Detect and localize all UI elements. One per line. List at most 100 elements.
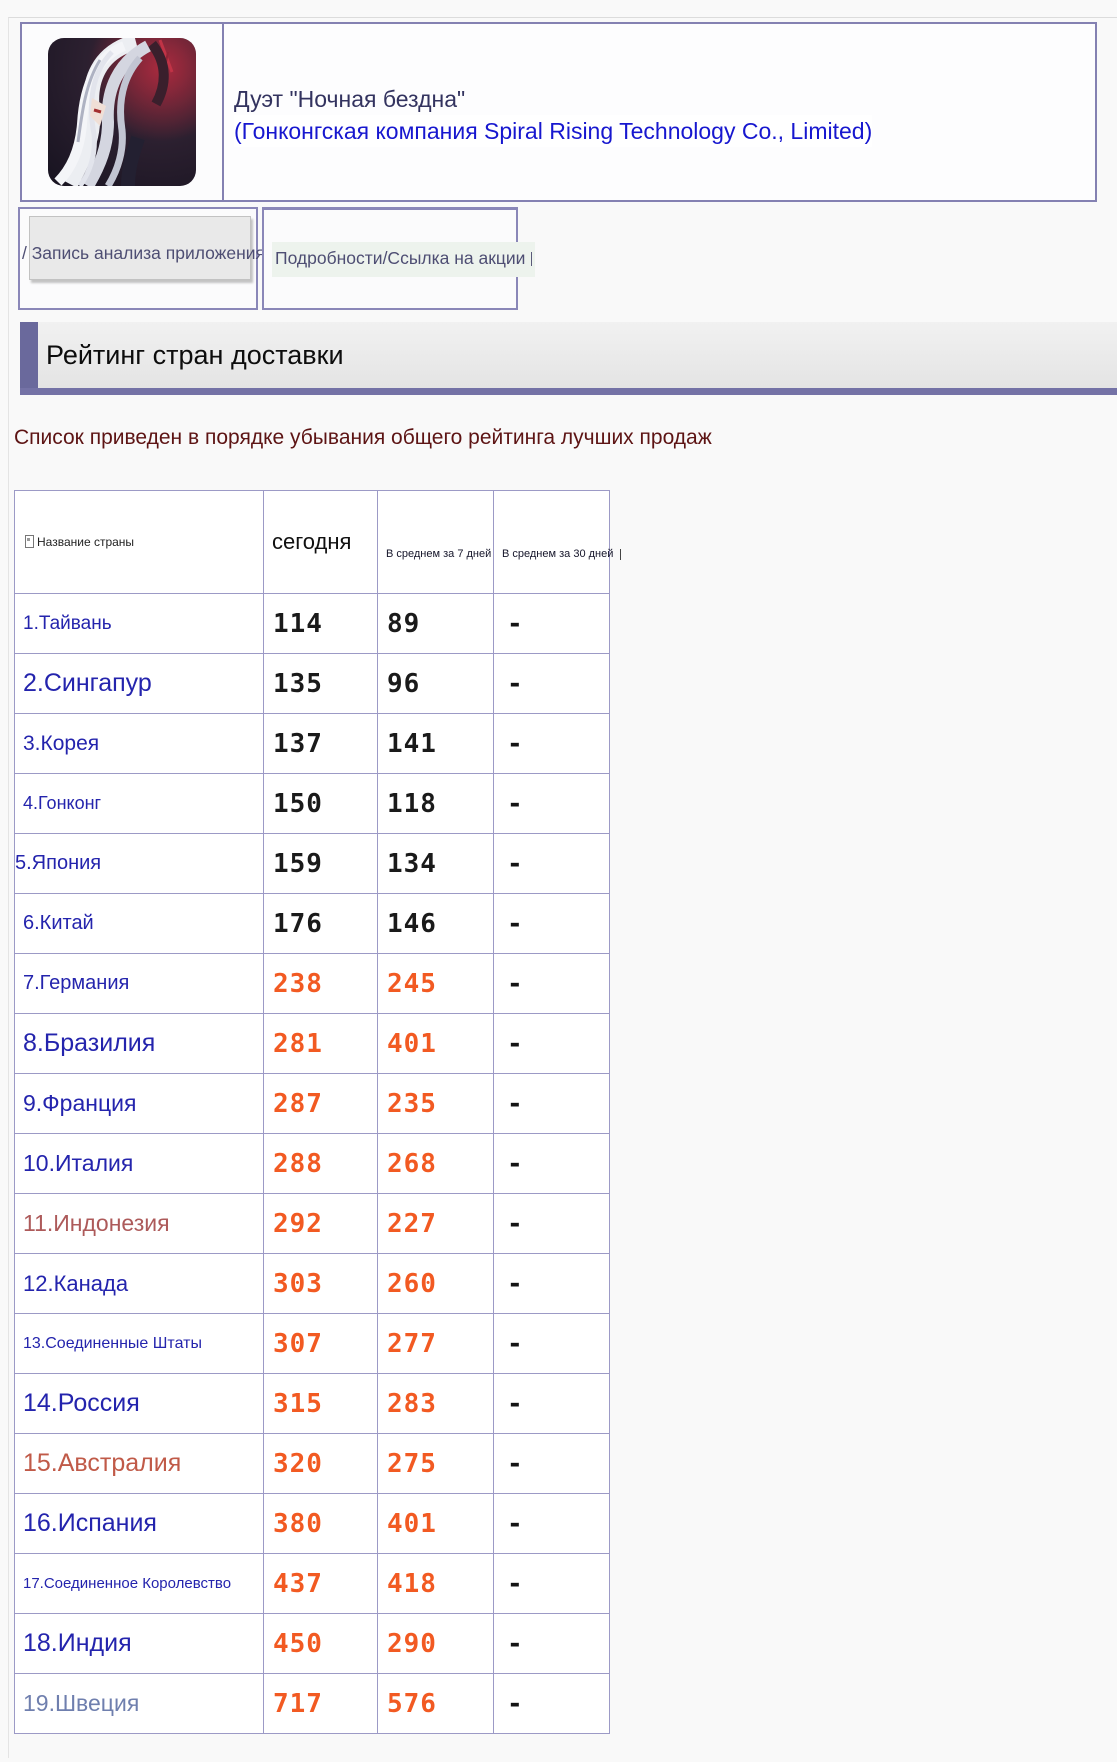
- country-cell: 6.Китай: [14, 893, 264, 954]
- country-cell: 17.Соединенное Королевство: [14, 1553, 264, 1614]
- table-row: 7.Германия 238 245-: [14, 953, 610, 1014]
- app-header: Дуэт "Ночная бездна" (Гонконгская компан…: [20, 22, 1097, 202]
- country-link[interactable]: 14.Россия: [23, 1389, 140, 1417]
- today-value: 303: [263, 1253, 378, 1314]
- avg7-value: 260: [377, 1253, 494, 1314]
- country-link[interactable]: 2.Сингапур: [23, 669, 152, 697]
- table-row: 13.Соединенные Штаты 307 277-: [14, 1313, 610, 1374]
- table-row: 12.Канада 303 260-: [14, 1253, 610, 1314]
- table-row: 3.Корея 137 141-: [14, 713, 610, 774]
- col-header-country: Название страны: [14, 490, 264, 594]
- avg7-value: 141: [377, 713, 494, 774]
- text-cursor-small: [620, 548, 622, 560]
- country-link[interactable]: 3.Корея: [23, 731, 100, 755]
- section-header-body: Рейтинг стран доставки: [38, 322, 1117, 388]
- country-link[interactable]: 12.Канада: [23, 1270, 129, 1296]
- avg30-value: -: [493, 593, 610, 654]
- today-value: 437: [263, 1553, 378, 1614]
- today-value: 135: [263, 653, 378, 714]
- avg30-value: -: [493, 713, 610, 774]
- tab-analysis-record-label: / Запись анализа приложения: [22, 243, 266, 263]
- avg7-value: 134: [377, 833, 494, 894]
- country-cell: 9.Франция: [14, 1073, 264, 1134]
- country-link[interactable]: 17.Соединенное Королевство: [23, 1574, 232, 1592]
- avg7-value: 96: [377, 653, 494, 714]
- avg7-value: 118: [377, 773, 494, 834]
- country-cell: 7.Германия: [14, 953, 264, 1014]
- today-value: 380: [263, 1493, 378, 1554]
- col-header-avg30: В среднем за 30 дней: [493, 490, 622, 594]
- today-value: 281: [263, 1013, 378, 1074]
- country-cell: 18.Индия: [14, 1613, 264, 1674]
- country-link[interactable]: 7.Германия: [23, 972, 130, 994]
- avg7-value: 401: [377, 1493, 494, 1554]
- country-cell: 2.Сингапур: [14, 653, 264, 714]
- country-cell: 19.Швеция: [14, 1673, 264, 1734]
- avg30-value: -: [493, 1433, 610, 1494]
- today-value: 114: [263, 593, 378, 654]
- anime-avatar-art: [48, 38, 196, 186]
- country-cell: 14.Россия: [14, 1373, 264, 1434]
- tab-details-promo-link-label: Подробности/Ссылка на акции: [272, 242, 536, 277]
- tab-analysis-record-button[interactable]: [29, 216, 251, 280]
- avg30-value: -: [493, 1253, 610, 1314]
- table-row: 19.Швеция 717 576-: [14, 1673, 610, 1734]
- country-link[interactable]: 11.Индонезия: [23, 1210, 170, 1236]
- country-link[interactable]: 18.Индия: [23, 1629, 132, 1657]
- avg30-value: -: [493, 1373, 610, 1434]
- table-row: 14.Россия 315 283-: [14, 1373, 610, 1434]
- today-value: 307: [263, 1313, 378, 1374]
- avg7-value: 245: [377, 953, 494, 1014]
- tab-analysis-record[interactable]: / Запись анализа приложения: [18, 207, 266, 310]
- col-header-country-label: Название страны: [37, 535, 135, 549]
- table-row: 9.Франция 287 235-: [14, 1073, 610, 1134]
- table-row: 16.Испания 380 401-: [14, 1493, 610, 1554]
- country-link[interactable]: 19.Швеция: [23, 1690, 140, 1716]
- table-row: 5.Япония 159 134-: [14, 833, 610, 894]
- avg7-value: 290: [377, 1613, 494, 1674]
- country-link[interactable]: 15.Австралия: [23, 1449, 182, 1477]
- country-link[interactable]: 9.Франция: [23, 1090, 137, 1116]
- avg30-value: -: [493, 833, 610, 894]
- today-value: 288: [263, 1133, 378, 1194]
- country-cell: 11.Индонезия: [14, 1193, 264, 1254]
- country-link[interactable]: 8.Бразилия: [23, 1029, 156, 1057]
- avg7-value: 235: [377, 1073, 494, 1134]
- col-header-avg30-label: В среднем за 30 дней: [502, 548, 614, 560]
- avg7-value: 275: [377, 1433, 494, 1494]
- app-icon-cell: [22, 24, 224, 200]
- avg7-value: 277: [377, 1313, 494, 1374]
- country-link[interactable]: 4.Гонконг: [23, 793, 102, 813]
- country-cell: 13.Соединенные Штаты: [14, 1313, 264, 1374]
- avg7-value: 283: [377, 1373, 494, 1434]
- country-link[interactable]: 6.Китай: [23, 912, 94, 934]
- country-link[interactable]: 5.Япония: [15, 852, 102, 874]
- broken-image-icon: [25, 535, 34, 548]
- today-value: 176: [263, 893, 378, 954]
- country-link[interactable]: 1.Тайвань: [23, 612, 112, 634]
- country-link[interactable]: 13.Соединенные Штаты: [23, 1334, 202, 1352]
- country-cell: 15.Австралия: [14, 1433, 264, 1494]
- today-value: 717: [263, 1673, 378, 1734]
- country-link[interactable]: 16.Испания: [23, 1509, 157, 1537]
- table-row: 6.Китай 176 146-: [14, 893, 610, 954]
- avg30-value: -: [493, 1493, 610, 1554]
- today-value: 292: [263, 1193, 378, 1254]
- sort-order-note: Список приведен в порядке убывания общег…: [14, 426, 712, 449]
- table-row: 15.Австралия 320 275-: [14, 1433, 610, 1494]
- country-cell: 16.Испания: [14, 1493, 264, 1554]
- table-row: 2.Сингапур 135 96-: [14, 653, 610, 714]
- today-value: 315: [263, 1373, 378, 1434]
- page-frame: [8, 17, 1117, 1758]
- table-row: 1.Тайвань 114 89-: [14, 593, 610, 654]
- today-value: 320: [263, 1433, 378, 1494]
- avg7-value: 268: [377, 1133, 494, 1194]
- country-cell: 1.Тайвань: [14, 593, 264, 654]
- table-row: 8.Бразилия 281 401-: [14, 1013, 610, 1074]
- app-company-link[interactable]: (Гонконгская компания Spiral Rising Tech…: [234, 115, 873, 147]
- avg30-value: -: [493, 1013, 610, 1074]
- avg7-value: 576: [377, 1673, 494, 1734]
- table-row: 17.Соединенное Королевство 437 418-: [14, 1553, 610, 1614]
- tab-details-promo-link[interactable]: Подробности/Ссылка на акции: [262, 207, 536, 310]
- country-link[interactable]: 10.Италия: [23, 1150, 134, 1176]
